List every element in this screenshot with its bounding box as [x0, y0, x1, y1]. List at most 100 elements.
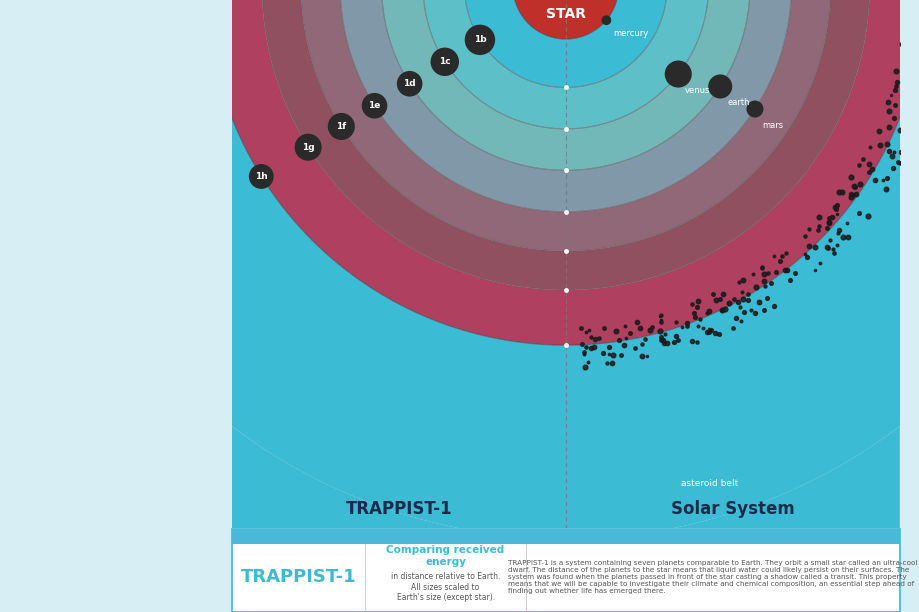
Point — [616, 340, 630, 349]
Point — [714, 305, 729, 315]
Point — [577, 362, 592, 372]
Point — [917, 95, 919, 105]
Point — [670, 335, 685, 345]
Polygon shape — [14, 0, 919, 539]
Point — [861, 167, 876, 177]
Point — [882, 90, 897, 100]
Point — [745, 269, 760, 278]
Point — [777, 266, 792, 275]
Point — [913, 51, 919, 61]
Point — [689, 302, 704, 312]
Point — [807, 265, 822, 275]
Point — [740, 289, 754, 299]
Point — [684, 336, 698, 346]
Point — [595, 348, 609, 358]
Point — [910, 117, 919, 127]
Point — [879, 139, 893, 149]
Polygon shape — [14, 0, 919, 539]
Point — [880, 106, 895, 116]
Point — [735, 294, 750, 304]
Text: mars: mars — [761, 121, 782, 130]
Point — [689, 337, 704, 347]
Point — [900, 20, 914, 30]
Point — [807, 242, 822, 252]
Point — [711, 329, 726, 339]
Point — [652, 326, 666, 336]
Point — [679, 318, 694, 327]
Point — [724, 323, 739, 333]
Point — [797, 231, 811, 241]
Point — [772, 256, 787, 266]
Point — [906, 87, 919, 97]
Point — [903, 75, 918, 85]
Point — [840, 232, 855, 242]
Point — [896, 41, 911, 51]
Point — [618, 321, 632, 331]
Point — [754, 263, 768, 273]
Point — [760, 268, 775, 278]
Point — [655, 335, 670, 345]
Point — [708, 295, 722, 305]
Point — [711, 294, 726, 304]
Point — [887, 84, 902, 94]
Point — [598, 357, 613, 367]
Point — [644, 322, 659, 332]
Point — [834, 233, 849, 242]
Point — [628, 343, 642, 353]
Point — [915, 102, 919, 111]
Point — [811, 225, 825, 234]
Point — [613, 350, 628, 360]
Point — [652, 335, 667, 345]
Point — [758, 293, 773, 303]
Point — [655, 338, 670, 348]
Polygon shape — [464, 0, 666, 88]
Point — [899, 102, 913, 112]
Point — [726, 294, 741, 304]
Polygon shape — [301, 0, 830, 251]
Point — [900, 140, 914, 150]
Point — [732, 316, 747, 326]
Point — [829, 209, 844, 219]
Point — [733, 288, 748, 297]
Point — [896, 142, 911, 152]
Point — [855, 154, 869, 164]
Point — [897, 92, 912, 102]
Point — [659, 338, 674, 348]
Point — [799, 252, 813, 261]
Point — [913, 34, 919, 43]
Point — [902, 40, 916, 50]
Point — [730, 297, 744, 307]
Point — [743, 305, 757, 315]
Point — [700, 327, 715, 337]
Point — [843, 189, 857, 199]
Point — [472, 35, 487, 45]
Point — [674, 323, 688, 332]
Point — [686, 308, 701, 318]
Point — [819, 223, 834, 233]
Point — [698, 327, 713, 337]
Point — [596, 323, 610, 332]
Point — [618, 334, 632, 343]
Point — [690, 321, 705, 330]
Point — [811, 221, 826, 231]
Point — [747, 308, 762, 318]
Point — [634, 351, 649, 361]
Point — [886, 113, 901, 123]
Point — [573, 323, 588, 332]
Point — [867, 176, 881, 185]
Point — [721, 298, 736, 308]
Point — [754, 262, 768, 272]
Point — [860, 159, 875, 168]
Point — [634, 339, 649, 349]
Point — [879, 173, 893, 183]
Point — [896, 28, 911, 38]
Polygon shape — [512, 0, 618, 39]
Text: 1h: 1h — [255, 172, 267, 181]
Point — [587, 334, 602, 344]
Point — [732, 302, 747, 312]
Text: Solar System: Solar System — [670, 499, 794, 518]
Point — [715, 289, 730, 299]
Point — [889, 77, 903, 87]
Point — [852, 179, 867, 188]
Text: 1f: 1f — [335, 122, 346, 131]
